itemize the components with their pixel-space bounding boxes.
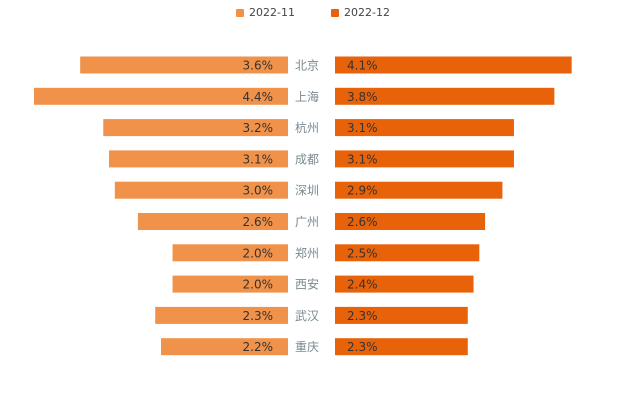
legend-label-series-1: 2022-12 [344, 6, 390, 19]
bar-2022-11-2[interactable] [103, 119, 288, 137]
bar-2022-12-3[interactable] [335, 150, 514, 168]
category-label-0: 北京 [295, 59, 319, 73]
bar-2022-12-7[interactable] [335, 275, 474, 293]
category-label-5: 广州 [295, 215, 319, 229]
category-label-2: 杭州 [295, 120, 319, 135]
value-label-2022-12-3: 3.1% [347, 152, 378, 166]
value-label-2022-11-5: 2.6% [243, 215, 274, 229]
legend-item-series-1[interactable]: 2022-12 [331, 4, 390, 22]
category-label-9: 重庆 [295, 340, 319, 354]
category-label-1: 上海 [295, 89, 319, 104]
legend-swatch-series-1 [331, 9, 339, 17]
bar-2022-11-5[interactable] [137, 213, 288, 230]
bar-2022-12-1[interactable] [335, 87, 555, 105]
category-label-7: 西安 [295, 277, 319, 292]
value-label-2022-11-1: 4.4% [243, 90, 274, 104]
bar-2022-11-0[interactable] [80, 56, 288, 74]
category-label-4: 深圳 [295, 184, 319, 198]
value-label-2022-12-4: 2.9% [347, 184, 378, 198]
value-label-2022-11-9: 2.2% [243, 340, 274, 354]
legend-swatch-series-0 [236, 9, 244, 17]
category-label-8: 武汉 [295, 309, 319, 323]
value-label-2022-11-4: 3.0% [243, 184, 274, 198]
value-label-2022-11-7: 2.0% [243, 278, 274, 292]
value-label-2022-12-1: 3.8% [347, 90, 378, 104]
bar-2022-12-0[interactable] [335, 56, 572, 74]
legend-label-series-0: 2022-11 [249, 6, 295, 19]
bar-2022-12-4[interactable] [335, 181, 503, 199]
value-label-2022-12-6: 2.5% [347, 246, 378, 260]
value-label-2022-11-3: 3.1% [243, 152, 274, 166]
bar-2022-12-6[interactable] [335, 244, 480, 262]
bar-2022-12-8[interactable] [335, 306, 468, 324]
bar-2022-11-3[interactable] [109, 150, 288, 168]
category-label-6: 郑州 [295, 245, 319, 260]
bar-2022-11-7[interactable] [172, 275, 288, 293]
value-label-2022-11-6: 2.0% [243, 246, 274, 260]
value-label-2022-12-5: 2.6% [347, 215, 378, 229]
value-label-2022-11-2: 3.2% [243, 121, 274, 135]
value-label-2022-12-8: 2.3% [347, 309, 378, 323]
legend-item-series-0[interactable]: 2022-11 [236, 4, 295, 22]
category-label-3: 成都 [295, 152, 319, 166]
bar-2022-11-8[interactable] [155, 306, 288, 324]
bar-2022-12-9[interactable] [335, 338, 468, 356]
bar-2022-11-9[interactable] [161, 338, 288, 356]
value-label-2022-12-9: 2.3% [347, 340, 378, 354]
bar-2022-11-1[interactable] [34, 87, 288, 105]
bar-2022-11-4[interactable] [114, 181, 289, 199]
value-label-2022-11-0: 3.6% [243, 59, 274, 73]
value-label-2022-11-8: 2.3% [243, 309, 274, 323]
value-label-2022-12-0: 4.1% [347, 59, 378, 73]
chart-legend: 2022-11 2022-12 [0, 4, 620, 22]
value-label-2022-12-2: 3.1% [347, 121, 378, 135]
bar-2022-12-5[interactable] [335, 213, 486, 230]
value-label-2022-12-7: 2.4% [347, 278, 378, 292]
bar-2022-11-6[interactable] [172, 244, 288, 262]
bar-2022-12-2[interactable] [335, 119, 514, 137]
